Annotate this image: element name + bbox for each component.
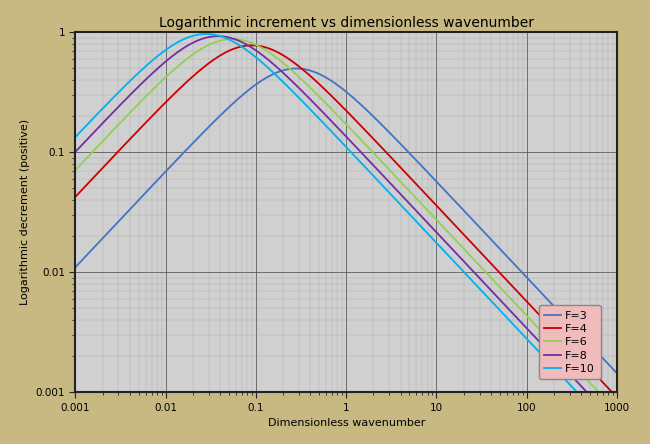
F=3	[476, 225, 484, 230]
F=10	[202, 32, 210, 37]
Y-axis label: Logarithmic decrement (positive): Logarithmic decrement (positive)	[20, 119, 30, 305]
F=4	[248, 43, 255, 48]
F=8	[350, 142, 358, 147]
F=10	[348, 151, 356, 156]
F=4	[498, 272, 506, 278]
Line: F=10: F=10	[75, 34, 577, 392]
F=3	[170, 160, 177, 166]
F=8	[377, 170, 385, 176]
Title: Logarithmic increment vs dimensionless wavenumber: Logarithmic increment vs dimensionless w…	[159, 16, 534, 30]
F=4	[608, 389, 616, 395]
Legend: F=3, F=4, F=6, F=8, F=10: F=3, F=4, F=6, F=8, F=10	[539, 305, 601, 380]
F=3	[396, 141, 404, 147]
F=3	[72, 265, 79, 270]
F=10	[122, 83, 129, 88]
F=8	[138, 80, 146, 86]
F=3	[517, 268, 525, 274]
F=6	[210, 40, 218, 45]
F=4	[426, 196, 434, 201]
F=6	[229, 36, 237, 42]
F=10	[168, 43, 176, 48]
F=10	[72, 134, 79, 139]
F=8	[214, 33, 222, 39]
F=3	[278, 68, 286, 73]
F=4	[343, 109, 351, 115]
Line: F=4: F=4	[75, 45, 612, 392]
F=6	[72, 167, 79, 173]
F=10	[433, 241, 441, 246]
F=4	[462, 233, 469, 238]
F=6	[371, 152, 379, 157]
F=8	[583, 389, 591, 395]
F=8	[151, 68, 159, 73]
F=4	[357, 123, 365, 129]
F=8	[399, 194, 407, 199]
Line: F=6: F=6	[75, 39, 599, 392]
F=3	[613, 371, 621, 376]
F=10	[301, 101, 309, 106]
Line: F=3: F=3	[75, 68, 617, 373]
F=4	[276, 51, 283, 56]
F=6	[320, 99, 328, 104]
X-axis label: Dimensionless wavenumber: Dimensionless wavenumber	[268, 418, 425, 428]
F=3	[424, 170, 432, 175]
F=6	[595, 389, 603, 395]
F=8	[158, 62, 166, 67]
F=10	[573, 389, 581, 395]
Line: F=8: F=8	[75, 36, 587, 392]
F=8	[72, 149, 79, 155]
F=6	[118, 118, 126, 123]
F=3	[292, 66, 300, 71]
F=10	[253, 55, 261, 60]
F=6	[237, 37, 245, 43]
F=4	[72, 194, 79, 199]
F=6	[209, 40, 217, 46]
